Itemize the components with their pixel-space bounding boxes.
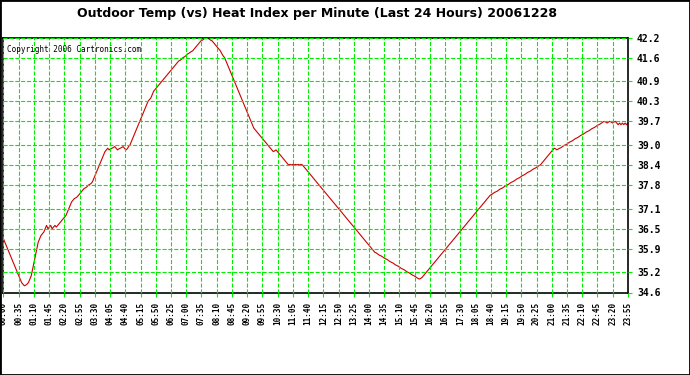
Text: Outdoor Temp (vs) Heat Index per Minute (Last 24 Hours) 20061228: Outdoor Temp (vs) Heat Index per Minute … (77, 8, 558, 21)
Text: Copyright 2006 Cartronics.com: Copyright 2006 Cartronics.com (7, 45, 141, 54)
